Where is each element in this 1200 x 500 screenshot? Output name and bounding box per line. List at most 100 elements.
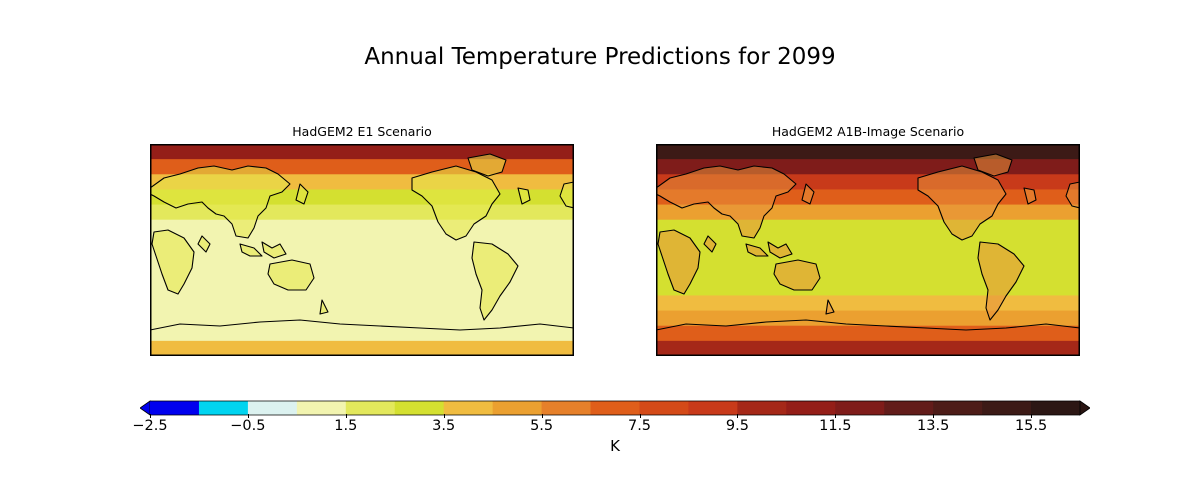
land-fill	[774, 260, 820, 290]
colorbar-under-arrow	[140, 400, 151, 416]
land-fill	[974, 154, 1012, 176]
colorbar-tick-label: 5.5	[530, 418, 554, 434]
temperature-band	[656, 340, 1080, 356]
colorbar-segment	[247, 401, 298, 415]
colorbar-tick-label: −0.5	[230, 418, 266, 434]
colorbar-tick-mark	[835, 414, 837, 418]
land-fill	[918, 166, 1006, 240]
coastline	[319, 299, 329, 315]
colorbar-tick-label: 7.5	[627, 418, 652, 434]
land-fill	[152, 230, 194, 294]
colorbar-segment	[982, 401, 1032, 415]
temperature-band	[656, 325, 1080, 342]
temperature-band	[150, 340, 574, 356]
colorbar-segment	[345, 401, 396, 415]
land-fill	[240, 244, 262, 256]
colorbar-tick-mark	[443, 414, 445, 418]
coastline	[1065, 181, 1080, 209]
colorbar-tick-label: 11.5	[819, 418, 852, 434]
colorbar-tick-mark	[737, 414, 739, 418]
temperature-band	[656, 265, 1080, 281]
temperature-band	[150, 219, 574, 236]
colorbar-segment	[1031, 401, 1081, 415]
coastline	[745, 243, 769, 257]
coastline	[656, 319, 1080, 331]
colorbar-segment	[639, 401, 689, 415]
coastlines	[656, 153, 1080, 331]
temperature-band	[656, 234, 1080, 251]
land-fill	[150, 166, 290, 238]
colorbar-segment	[492, 401, 543, 415]
land-fill	[978, 242, 1024, 320]
coastline	[657, 229, 701, 295]
land-fill	[656, 166, 796, 238]
temperature-band	[656, 295, 1080, 312]
coastline	[267, 259, 315, 291]
map-panel-a1b	[656, 144, 1080, 356]
land-tint	[150, 154, 574, 320]
coastline	[1023, 187, 1037, 205]
map-panel-e1	[150, 144, 574, 356]
colorbar-segment	[590, 401, 640, 415]
land-fill	[268, 260, 314, 290]
coastline	[973, 153, 1013, 177]
temperature-band	[656, 144, 1080, 160]
colorbar-tick-label: 3.5	[432, 418, 456, 434]
coastline	[151, 229, 195, 295]
land-fill	[746, 244, 768, 256]
land-fill	[468, 154, 506, 176]
colorbar-tick-mark	[1031, 414, 1033, 418]
colorbar-tick-label: 13.5	[917, 418, 950, 434]
coastline	[559, 181, 574, 209]
coastline	[517, 187, 531, 205]
temperature-band	[150, 144, 574, 160]
coastline	[150, 165, 291, 239]
land-fill	[472, 242, 518, 320]
colorbar-segment	[443, 401, 494, 415]
colorbar-segment	[835, 401, 885, 415]
coastline	[295, 183, 309, 205]
colorbar-segment	[933, 401, 983, 415]
colorbar-tick-mark	[150, 414, 151, 418]
colorbar-segment	[296, 401, 347, 415]
colorbar-tick-mark	[933, 414, 935, 418]
colorbar-tick-mark	[541, 414, 543, 418]
temperature-band	[656, 219, 1080, 236]
colorbar-segment	[884, 401, 934, 415]
coastline	[773, 259, 821, 291]
coastline	[767, 241, 793, 259]
coastline	[917, 165, 1007, 241]
land-fill	[412, 166, 500, 240]
colorbar-segment	[198, 401, 249, 415]
colorbar-label: K	[610, 437, 620, 455]
coastline	[467, 153, 507, 177]
colorbar-segment	[150, 401, 200, 415]
colorbar-tick-label: −2.5	[132, 418, 168, 434]
land-tint	[656, 154, 1080, 320]
map-frame	[150, 144, 574, 356]
colorbar-tick-mark	[247, 414, 249, 418]
land-fill	[704, 236, 716, 252]
colorbar	[140, 400, 1090, 416]
colorbar-segment	[394, 401, 445, 415]
land-fill	[658, 230, 700, 294]
panel-title-e1: HadGEM2 E1 Scenario	[292, 124, 432, 139]
field-bands	[150, 144, 574, 356]
coastline	[261, 241, 287, 259]
coastline	[977, 241, 1025, 321]
colorbar-tick-label: 9.5	[725, 418, 749, 434]
temperature-band	[150, 234, 574, 251]
colorbar-over-arrow	[1079, 400, 1090, 416]
temperature-band	[150, 310, 574, 327]
panel-title-a1b: HadGEM2 A1B-Image Scenario	[771, 124, 965, 139]
coastline	[471, 241, 519, 321]
figure-title: Annual Temperature Predictions for 2099	[364, 44, 836, 70]
temperature-band	[150, 295, 574, 312]
colorbar-tick-label: 1.5	[334, 418, 358, 434]
map-frame	[656, 144, 1080, 356]
colorbar-tick-mark	[639, 414, 641, 418]
coastline	[150, 319, 574, 331]
temperature-band	[656, 310, 1080, 327]
temperature-band	[150, 265, 574, 281]
coastlines	[150, 153, 574, 331]
